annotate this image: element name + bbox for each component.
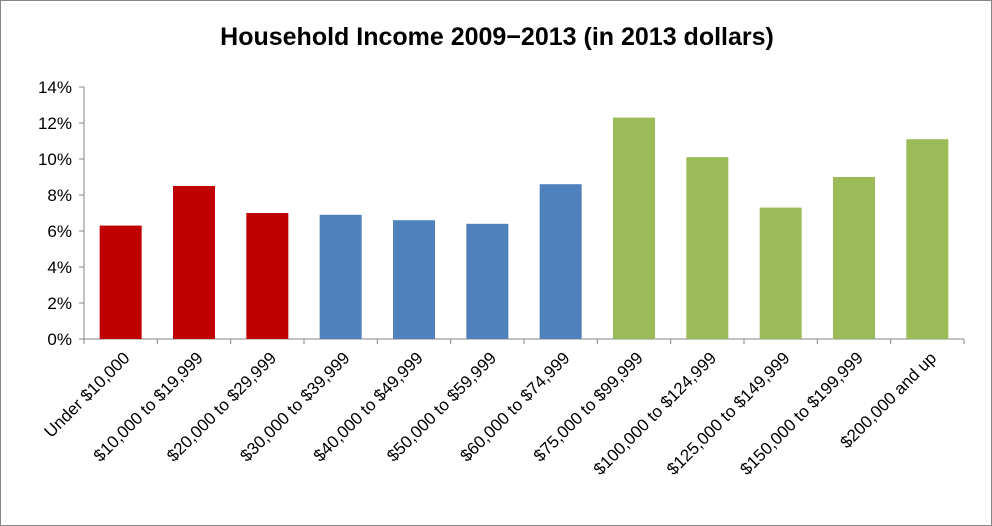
y-tick-label: 10% — [38, 150, 72, 169]
x-category-label: $150,000 to $199,999 — [736, 348, 866, 478]
bar — [173, 186, 215, 339]
bar — [833, 177, 875, 339]
x-category-label: $100,000 to $124,999 — [590, 348, 720, 478]
bar — [246, 213, 289, 339]
y-tick-label: 4% — [47, 258, 72, 277]
y-tick-label: 6% — [47, 222, 72, 241]
chart-title: Household Income 2009−2013 (in 2013 doll… — [220, 23, 774, 51]
bar — [99, 225, 142, 339]
bar — [686, 157, 729, 339]
y-tick-label: 12% — [38, 114, 72, 133]
y-tick-label: 2% — [47, 294, 72, 313]
bar — [539, 184, 582, 339]
bar — [906, 139, 949, 339]
x-category-label: $125,000 to $149,999 — [663, 348, 793, 478]
y-tick-label: 8% — [47, 186, 72, 205]
bar — [466, 223, 509, 339]
bar — [613, 117, 655, 339]
y-tick-label: 0% — [47, 330, 72, 349]
bar — [393, 220, 435, 339]
bar — [759, 207, 802, 339]
y-tick-label: 14% — [38, 78, 72, 97]
bar — [319, 214, 362, 339]
